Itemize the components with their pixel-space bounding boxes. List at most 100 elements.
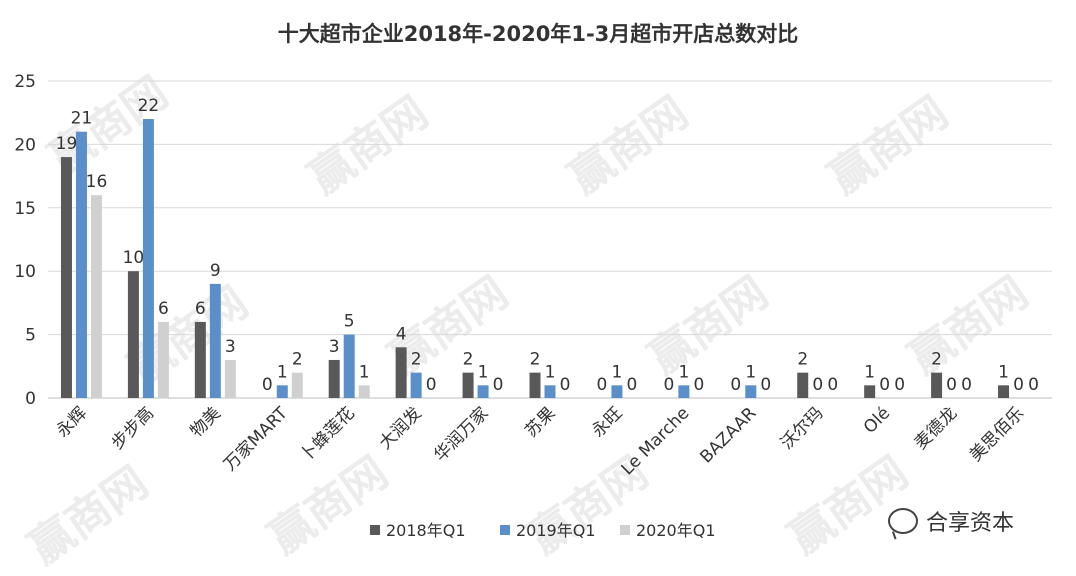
bar xyxy=(90,195,102,398)
data-label: 0 xyxy=(1013,375,1024,395)
y-tick-label: 15 xyxy=(14,199,36,219)
data-label: 0 xyxy=(627,375,638,395)
bar xyxy=(529,372,541,398)
x-tick-label: 步步高 xyxy=(108,403,158,453)
x-tick-label: 万家MART xyxy=(220,403,292,475)
data-label: 4 xyxy=(396,324,407,344)
bar xyxy=(745,385,757,398)
legend-label: 2019年Q1 xyxy=(516,521,596,540)
data-label: 0 xyxy=(560,375,571,395)
brand-label: 合享资本 xyxy=(926,511,1015,536)
legend-label: 2020年Q1 xyxy=(636,521,716,540)
data-label: 0 xyxy=(663,375,674,395)
data-label: 0 xyxy=(760,375,771,395)
x-tick-label: 卜蜂莲花 xyxy=(297,403,359,465)
y-tick-label: 10 xyxy=(14,262,36,282)
data-label: 2 xyxy=(411,350,422,370)
data-label: 6 xyxy=(195,299,206,319)
data-label: 0 xyxy=(597,375,608,395)
wechat-icon xyxy=(888,508,918,534)
data-label: 0 xyxy=(262,375,273,395)
data-label: 0 xyxy=(827,375,838,395)
bar xyxy=(157,321,169,398)
x-tick-label: 永旺 xyxy=(588,403,626,441)
bar xyxy=(224,359,236,398)
data-label: 0 xyxy=(961,375,972,395)
y-tick-label: 5 xyxy=(25,326,36,346)
data-label: 0 xyxy=(946,375,957,395)
bar xyxy=(291,372,303,398)
data-label: 2 xyxy=(530,350,541,370)
legend-swatch xyxy=(500,525,510,535)
bar xyxy=(797,372,809,398)
y-tick-label: 25 xyxy=(14,72,36,92)
bar xyxy=(328,359,340,398)
data-label: 0 xyxy=(426,375,437,395)
x-tick-label: 华润万家 xyxy=(430,403,492,465)
data-label: 1 xyxy=(478,362,489,382)
x-tick-label: 永辉 xyxy=(53,403,91,441)
brand-badge: 合享资本 xyxy=(888,505,1014,537)
data-label: 21 xyxy=(71,109,93,129)
y-tick-label: 0 xyxy=(25,389,36,409)
bar xyxy=(194,321,206,398)
chart-title: 十大超市企业2018年-2020年1-3月超市开店总数对比 xyxy=(278,22,799,46)
data-label: 1 xyxy=(612,362,623,382)
data-label: 3 xyxy=(329,337,340,357)
x-tick-label: 物美 xyxy=(187,403,225,441)
data-label: 1 xyxy=(359,362,370,382)
x-tick-label: 苏果 xyxy=(521,403,559,441)
bar xyxy=(75,131,87,398)
data-label: 6 xyxy=(158,299,169,319)
bar xyxy=(544,385,556,398)
data-label: 0 xyxy=(730,375,741,395)
data-label: 22 xyxy=(138,96,160,116)
data-label: 1 xyxy=(864,362,875,382)
data-label: 2 xyxy=(463,350,474,370)
bar xyxy=(142,119,154,398)
bar xyxy=(410,372,422,398)
x-tick-label: Le Marche xyxy=(618,403,694,479)
data-label: 16 xyxy=(86,172,108,192)
bar xyxy=(276,385,288,398)
data-label: 9 xyxy=(210,261,221,281)
data-label: 1 xyxy=(277,362,288,382)
data-label: 1 xyxy=(678,362,689,382)
x-tick-label: BAZAAR xyxy=(696,403,760,467)
bar xyxy=(931,372,943,398)
legend-label: 2018年Q1 xyxy=(386,521,466,540)
bar xyxy=(395,347,407,398)
x-tick-label: 大润发 xyxy=(375,403,425,453)
data-label: 19 xyxy=(56,134,78,154)
data-label: 10 xyxy=(123,248,145,268)
legend: 2018年Q1 2019年Q1 2020年Q1 xyxy=(370,521,716,540)
data-label: 3 xyxy=(225,337,236,357)
bar xyxy=(209,283,221,398)
x-tick-label: 麦德龙 xyxy=(911,403,961,453)
bar xyxy=(127,271,139,398)
data-label: 0 xyxy=(693,375,704,395)
bar xyxy=(864,385,876,398)
data-label: 0 xyxy=(493,375,504,395)
y-tick-label: 20 xyxy=(14,135,36,155)
x-tick-label: Olé xyxy=(860,403,894,437)
data-label: 1 xyxy=(545,362,556,382)
data-label: 2 xyxy=(797,350,808,370)
data-label: 2 xyxy=(292,350,303,370)
y-axis: 0 5 10 15 20 25 xyxy=(14,72,36,409)
legend-swatch xyxy=(620,525,630,535)
data-label: 2 xyxy=(931,350,942,370)
bar xyxy=(60,157,72,398)
x-tick-label: 美思佰乐 xyxy=(966,403,1028,465)
data-label: 1 xyxy=(998,362,1009,382)
bar xyxy=(678,385,690,398)
bar xyxy=(998,385,1010,398)
x-tick-label: 沃尔玛 xyxy=(777,403,827,453)
bar xyxy=(477,385,489,398)
bar xyxy=(462,372,474,398)
bar xyxy=(343,334,355,398)
data-label: 0 xyxy=(1028,375,1039,395)
